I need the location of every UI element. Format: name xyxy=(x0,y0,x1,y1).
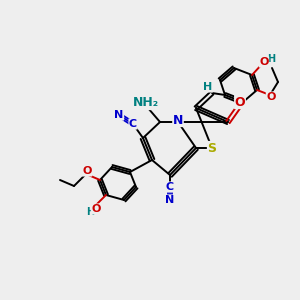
Text: N: N xyxy=(114,110,124,120)
Text: N: N xyxy=(165,195,175,205)
Text: H: H xyxy=(86,207,94,217)
Text: H: H xyxy=(203,82,213,92)
Text: N: N xyxy=(173,113,183,127)
Text: C: C xyxy=(129,119,137,129)
Text: O: O xyxy=(82,166,92,176)
Text: NH₂: NH₂ xyxy=(133,97,159,110)
Text: S: S xyxy=(208,142,217,154)
Text: H: H xyxy=(267,54,275,64)
Text: O: O xyxy=(259,57,269,67)
Text: C: C xyxy=(166,182,174,192)
Text: O: O xyxy=(235,95,245,109)
Text: O: O xyxy=(266,92,276,102)
Text: O: O xyxy=(91,204,101,214)
